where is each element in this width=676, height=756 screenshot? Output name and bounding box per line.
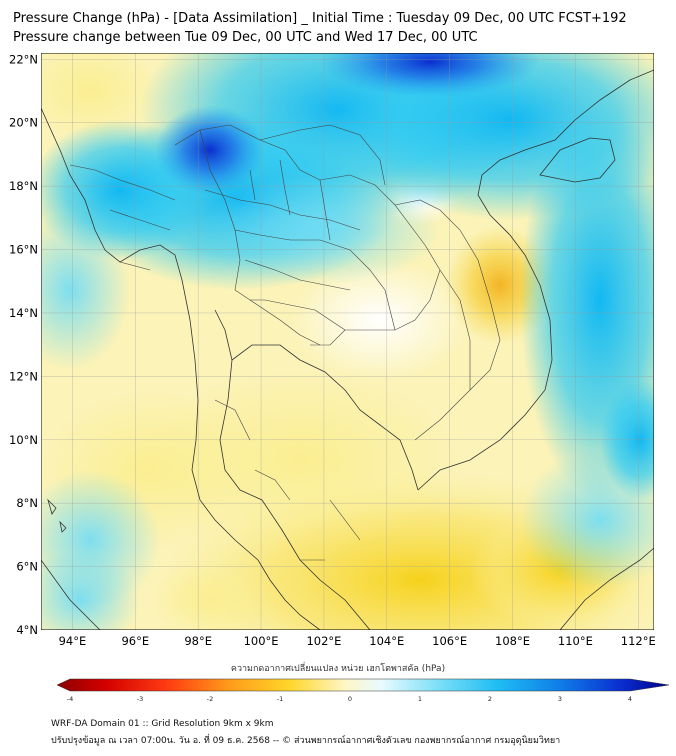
colorbar-tick-label: 3	[558, 695, 562, 703]
footer-credits: ปรับปรุงข้อมูล ณ เวลา 07:00น. วัน อ. ที่…	[51, 736, 561, 746]
latitude-label: 16°N	[9, 243, 38, 257]
latitude-label: 18°N	[9, 179, 38, 193]
longitude-label: 96°E	[121, 634, 149, 648]
footer-model-info: WRF-DA Domain 01 :: Grid Resolution 9km …	[51, 719, 274, 729]
borders	[69, 124, 501, 561]
pressure-field	[41, 53, 654, 630]
colorbar-tick-label: 4	[628, 695, 632, 703]
colorbar-label: ความกดอากาศเปลี่ยนแปลง หน่วย เฮกโตพาสคัล…	[230, 664, 446, 674]
latitude-label: 4°N	[16, 623, 38, 637]
longitude-label: 100°E	[244, 634, 279, 648]
colorbar-tick-label: 1	[418, 695, 422, 703]
colorbar-tick-label: -3	[137, 695, 143, 703]
latitude-label: 22°N	[9, 52, 38, 66]
longitude-label: 102°E	[306, 634, 341, 648]
longitude-label: 98°E	[184, 634, 212, 648]
coastlines	[41, 69, 654, 630]
latitude-label: 6°N	[16, 560, 38, 574]
map-title: Pressure Change (hPa) - [Data Assimilati…	[13, 11, 627, 26]
longitude-label: 106°E	[432, 634, 467, 648]
longitude-label: 108°E	[495, 634, 530, 648]
colorbar-tick-label: 2	[488, 695, 492, 703]
latitude-label: 12°N	[9, 369, 38, 383]
latitude-label: 10°N	[9, 433, 38, 447]
longitude-label: 104°E	[369, 634, 404, 648]
colorbar: -4 -3 -2 -1 0 1 2 3 4	[56, 678, 670, 703]
latitude-labels: 22°N 20°N 18°N 16°N 14°N 12°N 10°N 8°N 6°N 4°N	[9, 52, 38, 637]
longitude-label: 110°E	[558, 634, 593, 648]
map-subtitle: Pressure change between Tue 09 Dec, 00 U…	[13, 30, 478, 45]
latitude-label: 8°N	[16, 496, 38, 510]
colorbar-tick-label: -4	[67, 695, 73, 703]
longitude-labels: 94°E 96°E 98°E 100°E 102°E 104°E 106°E 108°E 110…	[59, 634, 656, 648]
colorbar-tick-label: -2	[207, 695, 213, 703]
longitude-label: 94°E	[59, 634, 87, 648]
latitude-label: 14°N	[9, 306, 38, 320]
latitude-label: 20°N	[9, 116, 38, 130]
colorbar-tick-label: 0	[348, 695, 352, 703]
colorbar-tick-label: -1	[277, 695, 283, 703]
longitude-label: 112°E	[621, 634, 656, 648]
graticule	[41, 53, 654, 630]
